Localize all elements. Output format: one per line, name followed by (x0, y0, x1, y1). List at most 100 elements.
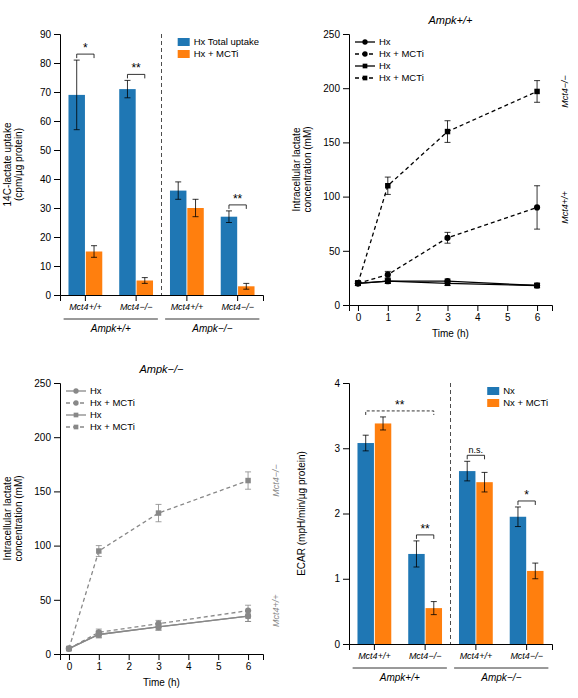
tick-mark (425, 644, 426, 650)
tick: 70 (40, 87, 60, 98)
marker (96, 631, 102, 637)
bar (187, 208, 203, 295)
tick-label: 4 (475, 312, 481, 323)
significance-label: * (83, 41, 88, 55)
tick-label: Mct4+/+ (460, 651, 493, 661)
tick: 6 (535, 305, 541, 323)
error-bar (226, 211, 232, 223)
tick: 1 (334, 573, 349, 584)
axis-line (54, 35, 61, 296)
tick-label: 250 (34, 378, 51, 389)
tick: 0 (67, 654, 73, 672)
tick-mark (343, 142, 349, 143)
tick: Mct4+/+ (69, 295, 102, 312)
marker (385, 183, 390, 188)
tick-label: 0 (334, 639, 340, 650)
x-axis: 0123456 (350, 305, 553, 323)
x-axis: Mct4+/+Mct4−/−Mct4+/+Mct4−/− (350, 644, 553, 661)
legend-item: Hx + MCTi (178, 48, 239, 59)
plot-area (357, 417, 543, 644)
tick-label: 1 (386, 312, 392, 323)
marker (385, 278, 391, 284)
series-annotation: Mct4−/− (271, 464, 281, 497)
tick-mark (343, 448, 349, 449)
marker (96, 548, 101, 553)
tick-label: Mct4+/+ (69, 302, 102, 312)
bar (221, 217, 237, 295)
tick-mark (159, 654, 160, 660)
y-axis-title: Intracellular lactateconcentration (mM) (291, 126, 313, 212)
tick-label: 0 (67, 661, 73, 672)
tick: 250 (323, 29, 349, 40)
legend: HxHx + MCTiHxHx + MCTi (355, 36, 424, 83)
legend-marker (362, 51, 367, 56)
tick-mark (54, 92, 60, 93)
error-bar (355, 281, 361, 285)
bar (510, 517, 526, 644)
y-axis-title: 14C-lactate uptake(cpm/µg protein) (2, 122, 24, 206)
plot-area (66, 472, 251, 652)
tick-mark (54, 63, 60, 64)
tick-label: Mct4−/− (120, 302, 153, 312)
axis-line (54, 384, 61, 655)
legend-marker (74, 413, 79, 418)
error-bar (175, 182, 181, 199)
series-line (69, 616, 248, 649)
legend-label: Hx + MCTi (90, 397, 135, 408)
legend: Hx Total uptakeHx + MCTi (178, 36, 259, 59)
series-line (69, 481, 248, 649)
error-bar (156, 624, 162, 631)
legend-marker (73, 388, 78, 393)
error-bar (96, 546, 102, 557)
tick-mark (388, 305, 389, 311)
error-bar (431, 602, 437, 615)
chart: 0501001502002500123456Intracellular lact… (2, 363, 282, 688)
tick-label: 5 (505, 312, 511, 323)
significance-label: ** (233, 192, 243, 206)
chart: 0102030405060708090Mct4+/+Mct4−/−Mct4+/+… (2, 29, 264, 334)
legend-swatch (487, 387, 499, 395)
marker (96, 632, 101, 637)
error-bar (243, 283, 249, 289)
error-bar (534, 283, 540, 287)
legend-label: Hx Total uptake (194, 36, 259, 47)
tick: 2 (334, 508, 349, 519)
error-bar (413, 541, 419, 567)
tick-label: 1 (97, 661, 103, 672)
tick-mark (343, 579, 349, 580)
error-bar (91, 246, 97, 258)
significance-bracket (467, 455, 484, 459)
group-label: Ampk+/+ (90, 323, 131, 334)
error-bar (380, 417, 386, 430)
tick-mark (343, 514, 349, 515)
tick-label: 4 (186, 661, 192, 672)
error-bar (142, 278, 148, 284)
tick: Mct4+/+ (171, 295, 204, 312)
tick-mark (54, 208, 60, 209)
error-bar (355, 281, 361, 285)
significance-label: ** (420, 522, 430, 536)
legend-label: Hx + MCTi (90, 421, 135, 432)
x-axis: Mct4+/+ Mct4−/− Mct4+/+ Mct4−/− (61, 295, 264, 312)
tick-mark (54, 121, 60, 122)
tick-label: 6 (246, 661, 252, 672)
tick-mark (54, 266, 60, 267)
marker (66, 646, 71, 651)
series-annotation: Mct4+/+ (271, 594, 281, 627)
error-bar (534, 81, 540, 103)
tick-mark (343, 88, 349, 89)
tick: 20 (40, 232, 60, 243)
tick: 0 (45, 290, 60, 301)
tick-label: 20 (40, 232, 52, 243)
marker (534, 283, 539, 288)
tick-mark (374, 644, 375, 650)
tick-mark (358, 305, 359, 311)
marker (445, 281, 450, 286)
tick: Mct4−/− (510, 644, 543, 661)
marker (444, 235, 450, 241)
tick-label: Mct4−/− (221, 302, 254, 312)
tick-mark (136, 295, 137, 301)
marker (534, 282, 540, 288)
significance-label: ** (395, 398, 405, 412)
tick-label: 150 (34, 486, 51, 497)
